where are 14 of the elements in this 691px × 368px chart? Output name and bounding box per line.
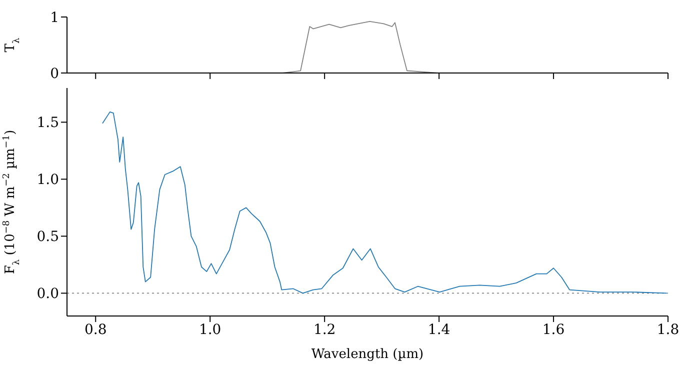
y-tick-label: 1.0	[36, 172, 59, 188]
y-tick-label: 0.5	[36, 229, 59, 246]
y-tick-label: 1.5	[36, 115, 59, 132]
x-tick-label: 1.0	[198, 322, 222, 338]
x-tick-label: 0.8	[84, 322, 107, 338]
y-tick-label: 1	[50, 10, 59, 26]
x-axis-title: Wavelength (µm)	[311, 347, 424, 362]
x-tick-label: 1.6	[542, 322, 565, 338]
x-tick-label: 1.8	[656, 322, 680, 338]
line-series	[102, 111, 668, 294]
x-tick-label: 1.2	[313, 322, 336, 338]
y-tick-label: 0.0	[36, 286, 59, 302]
y-tick-label: 0	[50, 66, 59, 82]
x-tick-label: 1.4	[428, 322, 450, 338]
